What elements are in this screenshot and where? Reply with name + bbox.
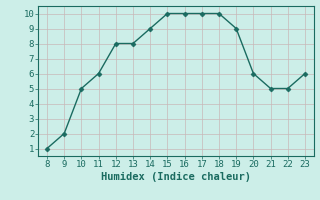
X-axis label: Humidex (Indice chaleur): Humidex (Indice chaleur) bbox=[101, 172, 251, 182]
